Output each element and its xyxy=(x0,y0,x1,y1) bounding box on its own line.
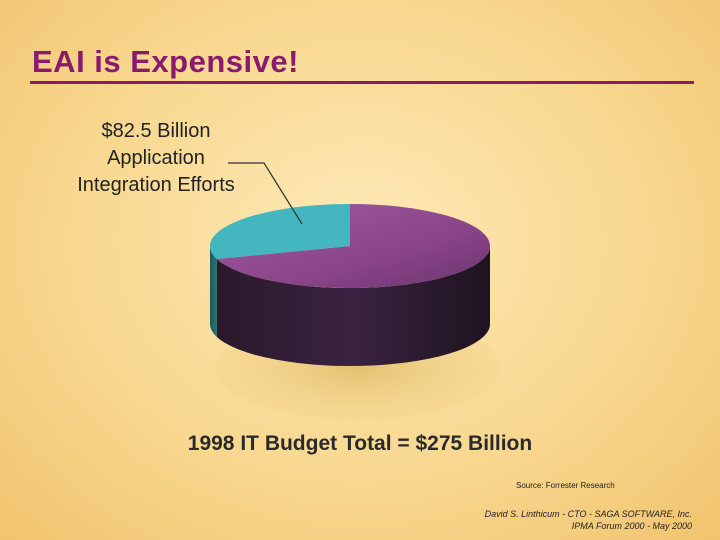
pie-callout-label: $82.5 Billion Application Integration Ef… xyxy=(58,118,254,199)
budget-total-caption: 1998 IT Budget Total = $275 Billion xyxy=(187,432,533,455)
footer-author: David S. Linthicum - CTO - SAGA SOFTWARE… xyxy=(484,509,692,519)
footer-event: IPMA Forum 2000 - May 2000 xyxy=(571,521,692,531)
pie-slice-remaining-budget xyxy=(216,204,490,288)
slide-footer: David S. Linthicum - CTO - SAGA SOFTWARE… xyxy=(485,508,692,532)
pie-slice-integration-efforts xyxy=(210,204,350,259)
slide-title: EAI is Expensive! xyxy=(32,44,299,79)
source-note: Source: Forrester Research xyxy=(516,481,615,490)
callout-line-2: Application xyxy=(107,147,205,169)
pie-side-purple xyxy=(216,246,490,366)
title-underline xyxy=(30,81,694,84)
callout-line-3: Integration Efforts xyxy=(77,174,235,196)
pie-side-teal xyxy=(210,246,217,337)
callout-leader-line xyxy=(228,162,303,225)
callout-line-1: $82.5 Billion xyxy=(101,120,211,142)
